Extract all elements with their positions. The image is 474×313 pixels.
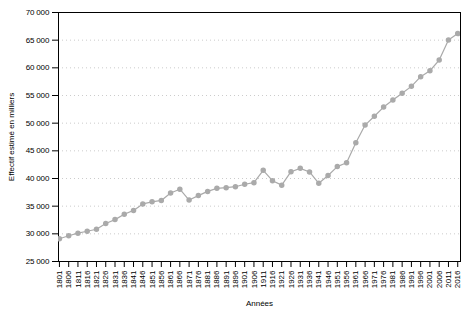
svg-text:1866: 1866	[175, 270, 184, 288]
svg-text:1946: 1946	[324, 270, 333, 288]
svg-text:1826: 1826	[101, 270, 110, 288]
svg-text:1976: 1976	[379, 270, 388, 288]
svg-text:1966: 1966	[361, 270, 370, 288]
svg-text:1846: 1846	[138, 270, 147, 288]
svg-text:1851: 1851	[148, 270, 157, 288]
svg-text:1981: 1981	[388, 270, 397, 288]
svg-text:25 000: 25 000	[26, 257, 50, 266]
svg-text:1991: 1991	[407, 270, 416, 288]
svg-text:1821: 1821	[92, 270, 101, 288]
svg-text:40 000: 40 000	[26, 174, 50, 183]
svg-text:1986: 1986	[398, 270, 407, 288]
svg-text:1901: 1901	[240, 270, 249, 288]
svg-text:1876: 1876	[194, 270, 203, 288]
svg-text:35 000: 35 000	[26, 202, 50, 211]
svg-text:1921: 1921	[277, 270, 286, 288]
svg-text:1841: 1841	[129, 270, 138, 288]
svg-text:1906: 1906	[250, 270, 259, 288]
svg-text:1956: 1956	[342, 270, 351, 288]
svg-text:1996: 1996	[416, 270, 425, 288]
svg-text:1896: 1896	[231, 270, 240, 288]
svg-text:1911: 1911	[259, 270, 268, 288]
svg-text:1931: 1931	[296, 270, 305, 288]
svg-text:1871: 1871	[185, 270, 194, 288]
svg-text:1816: 1816	[83, 270, 92, 288]
svg-text:1936: 1936	[305, 270, 314, 288]
svg-text:1971: 1971	[370, 270, 379, 288]
svg-text:1941: 1941	[314, 270, 323, 288]
svg-text:2011: 2011	[444, 270, 453, 288]
svg-text:65 000: 65 000	[26, 36, 50, 45]
svg-text:50 000: 50 000	[26, 119, 50, 128]
svg-text:1836: 1836	[120, 270, 129, 288]
svg-text:1861: 1861	[166, 270, 175, 288]
svg-text:1801: 1801	[55, 270, 64, 288]
svg-text:2006: 2006	[435, 270, 444, 288]
svg-text:45 000: 45 000	[26, 146, 50, 155]
svg-text:55 000: 55 000	[26, 91, 50, 100]
svg-text:2001: 2001	[425, 270, 434, 288]
svg-text:60 000: 60 000	[26, 63, 50, 72]
svg-text:1916: 1916	[268, 270, 277, 288]
svg-text:1886: 1886	[212, 270, 221, 288]
svg-text:1811: 1811	[74, 270, 83, 288]
svg-text:1961: 1961	[351, 270, 360, 288]
svg-text:2016: 2016	[453, 270, 462, 288]
svg-text:1881: 1881	[203, 270, 212, 288]
svg-text:1806: 1806	[64, 270, 73, 288]
svg-text:70 000: 70 000	[26, 8, 50, 17]
svg-text:30 000: 30 000	[26, 229, 50, 238]
svg-text:1856: 1856	[157, 270, 166, 288]
svg-text:Effectif estimé en milliers: Effectif estimé en milliers	[7, 93, 16, 181]
svg-text:1951: 1951	[333, 270, 342, 288]
svg-text:Années: Années	[246, 299, 273, 308]
svg-text:1831: 1831	[111, 270, 120, 288]
svg-text:1891: 1891	[222, 270, 231, 288]
svg-text:1926: 1926	[287, 270, 296, 288]
